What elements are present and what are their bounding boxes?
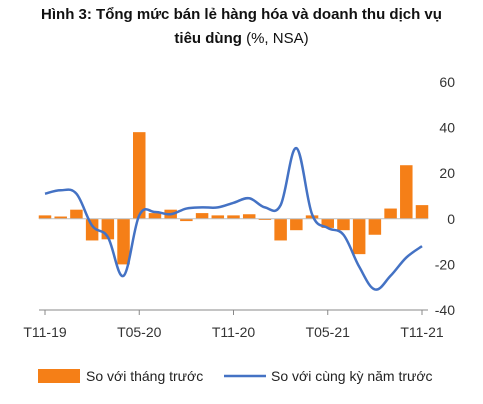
- chart-title-bold: tiêu dùng: [174, 30, 242, 47]
- bar-T02-20: [85, 218, 99, 241]
- bar-T01-21: [258, 218, 272, 220]
- x-tick-label: T11-21: [400, 324, 444, 340]
- bar-T03-21: [290, 218, 303, 231]
- y-tick-label: -40: [435, 302, 455, 318]
- bar-T07-21: [352, 218, 366, 255]
- bar-T11-20: [227, 215, 240, 219]
- y-tick-label: 0: [447, 211, 455, 227]
- x-tick-label: T11-20: [212, 324, 256, 340]
- bar-T09-20: [195, 213, 209, 219]
- legend-bar-swatch: [38, 369, 80, 383]
- legend-line-label: So với cùng kỳ năm trước: [271, 368, 433, 384]
- bar-T05-21: [321, 218, 334, 228]
- x-tick-label: T05-20: [117, 324, 162, 340]
- y-tick-label: -20: [435, 256, 455, 272]
- bar-T08-20: [180, 218, 193, 222]
- bar-T12-20: [242, 214, 256, 219]
- bar-T09-21: [384, 208, 397, 219]
- bar-T10-20: [211, 215, 225, 219]
- chart-title-unit: (%, NSA): [241, 30, 309, 47]
- bar-T11-19: [38, 215, 52, 219]
- chart-title-line-2: tiêu dùng (%, NSA): [0, 30, 483, 47]
- bar-T08-21: [368, 218, 382, 235]
- bar-T06-20: [148, 213, 162, 219]
- bar-T02-21: [274, 218, 287, 241]
- bar-T04-20: [117, 218, 130, 265]
- line-series-yoy: [44, 146, 423, 291]
- legend-bar-label: So với tháng trước: [86, 368, 203, 384]
- bar-T06-21: [337, 218, 350, 231]
- bar-T05-20: [133, 132, 146, 219]
- bar-T10-21: [400, 165, 413, 219]
- y-tick-label: 20: [439, 165, 455, 181]
- y-tick-label: 40: [439, 120, 455, 136]
- x-tick-label: T05-21: [306, 324, 351, 340]
- x-tick-label: T11-19: [23, 324, 67, 340]
- y-tick-label: 60: [439, 74, 455, 90]
- chart-title-line-1: Hình 3: Tổng mức bán lẻ hàng hóa và doan…: [0, 6, 483, 23]
- bar-T12-19: [54, 216, 67, 219]
- bar-T01-20: [70, 209, 83, 219]
- chart-title-main: Hình 3: Tổng mức bán lẻ hàng hóa và doan…: [41, 6, 442, 23]
- bar-T11-21: [415, 205, 429, 219]
